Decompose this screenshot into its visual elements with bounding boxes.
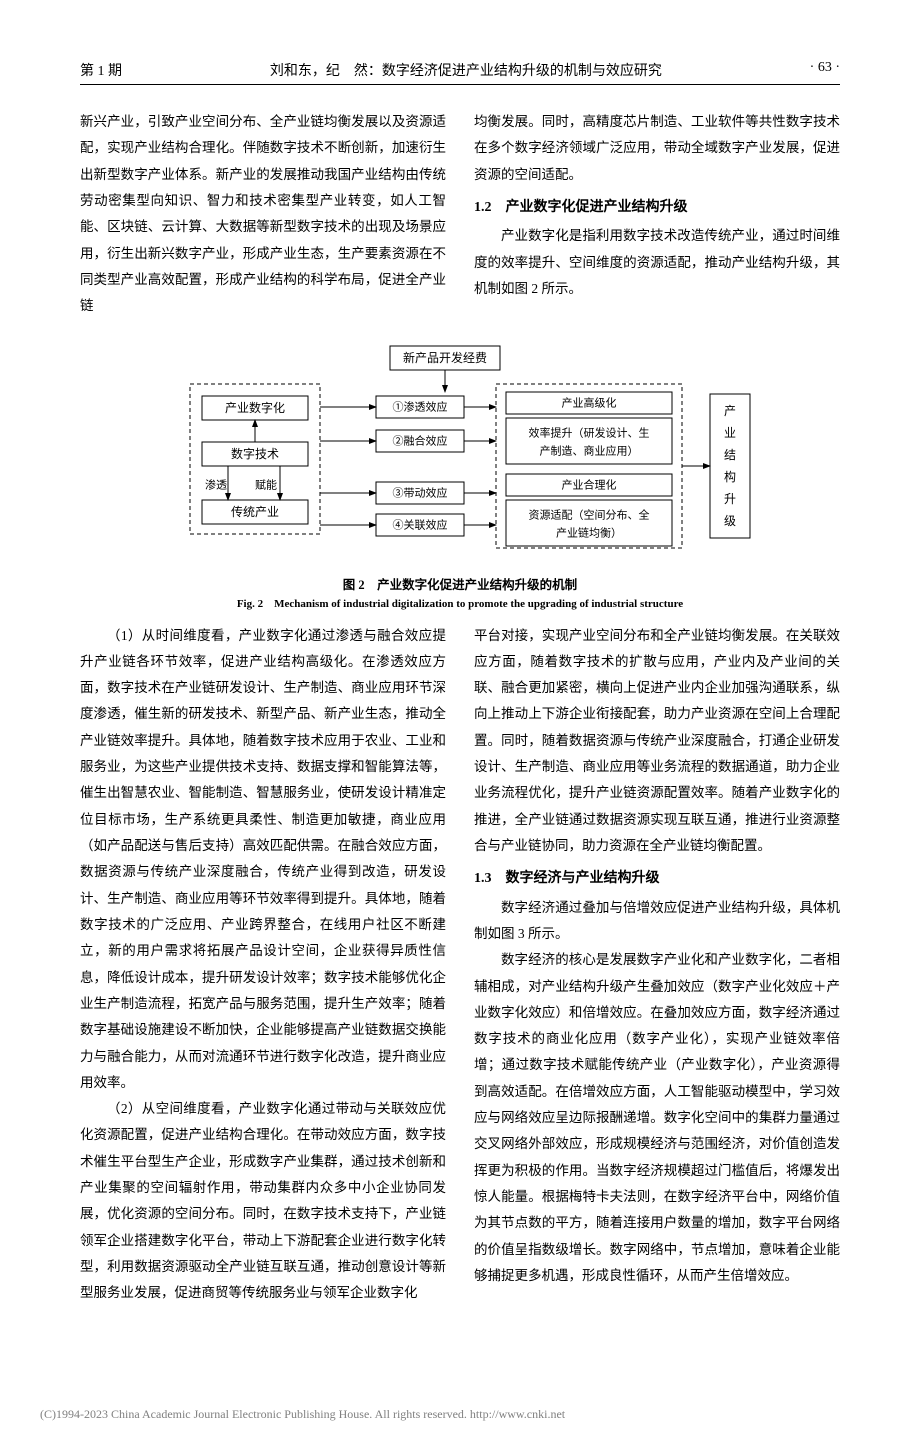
section-heading-1-3: 1.3 数字经济与产业结构升级 [474,865,840,892]
svg-text:产制造、商业应用）: 产制造、商业应用） [540,443,639,457]
svg-text:传统产业: 传统产业 [231,503,279,518]
svg-text:产业数字化: 产业数字化 [225,399,285,414]
body-paragraph: 产业数字化是指利用数字技术改造传统产业，通过时间维度的效率提升、空间维度的资源适… [474,223,840,302]
svg-text:渗透: 渗透 [205,477,227,491]
body-paragraph: 均衡发展。同时，高精度芯片制造、工业软件等共性数字技术在多个数字经济领域广泛应用… [474,109,840,188]
page-footer: (C)1994-2023 China Academic Journal Elec… [0,1407,920,1446]
svg-text:构: 构 [724,468,736,483]
header-issue: 第 1 期 [80,60,122,80]
svg-text:业: 业 [724,425,736,439]
svg-text:新产品开发经费: 新产品开发经费 [403,349,487,364]
section-heading-1-2: 1.2 产业数字化促进产业结构升级 [474,194,840,221]
svg-text:级: 级 [724,513,736,527]
bottom-right-column: 平台对接，实现产业空间分布和全产业链均衡发展。在关联效应方面，随着数字技术的扩散… [474,623,840,1307]
bottom-columns: （1）从时间维度看，产业数字化通过渗透与融合效应提升产业链各环节效率，促进产业结… [80,623,840,1307]
svg-text:③带动效应: ③带动效应 [393,485,448,499]
svg-text:产业高级化: 产业高级化 [562,395,617,409]
svg-text:赋能: 赋能 [255,477,277,491]
figure-2-caption-en: Fig. 2 Mechanism of industrial digitaliz… [80,595,840,611]
svg-text:②融合效应: ②融合效应 [393,433,448,447]
figure-2: 新产品开发经费产业数字化数字技术传统产业渗透 赋能 ①渗透效应 ②融合效应 ③带动效应 ④… [80,338,840,611]
body-paragraph: 新兴产业，引致产业空间分布、全产业链均衡发展以及资源适配，实现产业结构合理化。伴… [80,109,446,320]
figure-2-caption-cn: 图 2 产业数字化促进产业结构升级的机制 [80,574,840,593]
top-right-column: 均衡发展。同时，高精度芯片制造、工业软件等共性数字技术在多个数字经济领域广泛应用… [474,109,840,320]
top-left-column: 新兴产业，引致产业空间分布、全产业链均衡发展以及资源适配，实现产业结构合理化。伴… [80,109,446,320]
svg-text:产: 产 [724,403,736,417]
svg-text:数字技术: 数字技术 [231,445,279,460]
body-paragraph: 平台对接，实现产业空间分布和全产业链均衡发展。在关联效应方面，随着数字技术的扩散… [474,623,840,860]
top-columns: 新兴产业，引致产业空间分布、全产业链均衡发展以及资源适配，实现产业结构合理化。伴… [80,109,840,320]
svg-text:产业合理化: 产业合理化 [562,477,617,491]
header-running-title: 刘和东，纪 然：数字经济促进产业结构升级的机制与效应研究 [270,60,662,80]
svg-text:升: 升 [724,491,736,505]
svg-text:结: 结 [724,447,736,461]
bottom-left-column: （1）从时间维度看，产业数字化通过渗透与融合效应提升产业链各环节效率，促进产业结… [80,623,446,1307]
svg-text:效率提升（研发设计、生: 效率提升（研发设计、生 [529,425,650,439]
svg-text:④关联效应: ④关联效应 [393,517,448,531]
body-paragraph: 数字经济通过叠加与倍增效应促进产业结构升级，具体机制如图 3 所示。 [474,895,840,948]
body-paragraph: 数字经济的核心是发展数字产业化和产业数字化，二者相辅相成，对产业结构升级产生叠加… [474,947,840,1289]
svg-text:产业链均衡）: 产业链均衡） [556,525,622,539]
figure-2-diagram: 新产品开发经费产业数字化数字技术传统产业渗透 赋能 ①渗透效应 ②融合效应 ③带动效应 ④… [140,338,780,568]
svg-text:资源适配（空间分布、全: 资源适配（空间分布、全 [529,507,650,521]
footer-text: (C)1994-2023 China Academic Journal Elec… [40,1407,565,1421]
body-paragraph: （1）从时间维度看，产业数字化通过渗透与融合效应提升产业链各环节效率，促进产业结… [80,623,446,1097]
body-paragraph: （2）从空间维度看，产业数字化通过带动与关联效应优化资源配置，促进产业结构合理化… [80,1096,446,1307]
svg-text:①渗透效应: ①渗透效应 [393,399,448,413]
running-header: 第 1 期 刘和东，纪 然：数字经济促进产业结构升级的机制与效应研究 · 63 … [80,60,840,85]
header-page-number: · 63 · [810,60,840,80]
